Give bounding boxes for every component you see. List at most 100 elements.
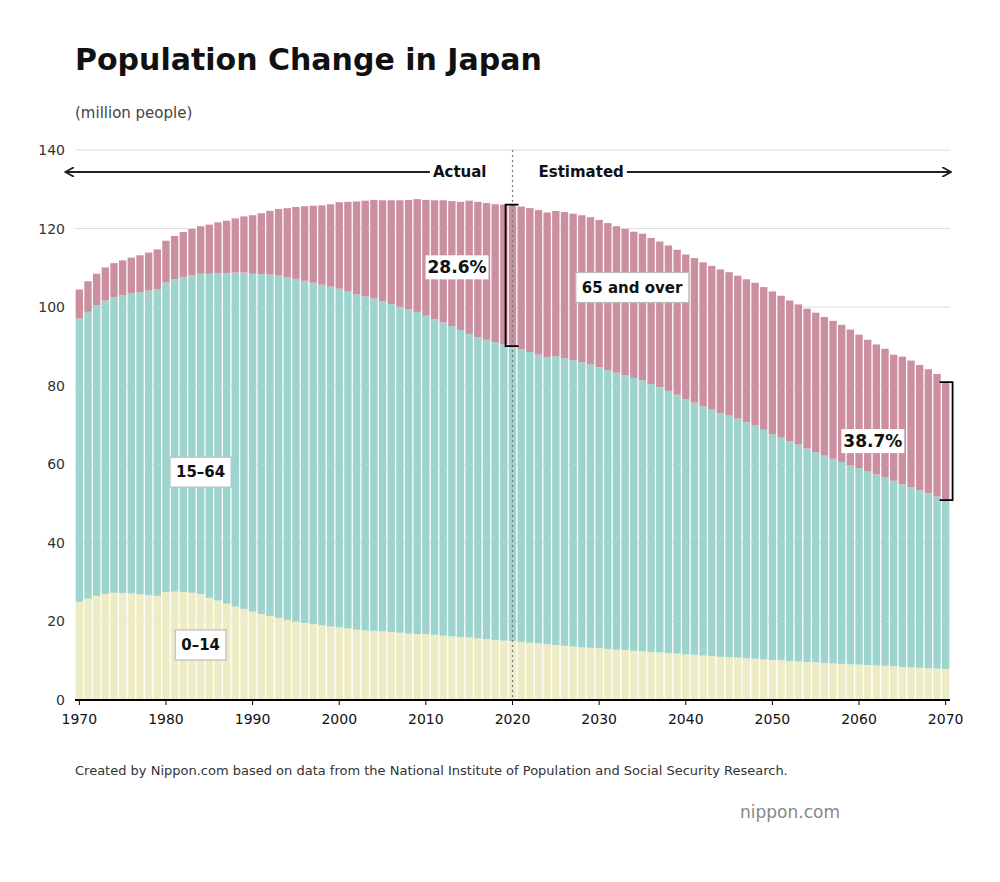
bar-segment (93, 306, 100, 596)
bar-segment (405, 200, 412, 310)
bar-segment (916, 668, 923, 700)
bar-segment (708, 656, 715, 700)
bar-segment (803, 449, 810, 662)
bar-segment (942, 669, 949, 700)
x-tick (165, 700, 166, 705)
bar-segment (310, 283, 317, 624)
bar-segment (396, 633, 403, 700)
bar-segment (717, 657, 724, 700)
share-label-bg (426, 255, 489, 279)
bar-segment (431, 319, 438, 634)
y-tick-label: 20 (47, 613, 65, 629)
bar-segment (838, 462, 845, 664)
bar-segment (639, 651, 646, 700)
bar-segment (873, 344, 880, 474)
bar-segment (232, 218, 239, 272)
bar-segment (890, 666, 897, 700)
logo: nippon.com (740, 802, 840, 822)
bar-segment (595, 367, 602, 648)
bar-segment (656, 652, 663, 700)
bar-segment (821, 317, 828, 456)
bar-segment (76, 319, 83, 602)
grid (75, 150, 950, 700)
share-label: 38.7% (843, 431, 902, 451)
bar-segment (743, 658, 750, 700)
arrow (66, 171, 478, 173)
x-tick (512, 700, 513, 705)
bar-segment (466, 638, 473, 700)
bar-segment (145, 595, 152, 700)
annotations: ActualEstimated28.6%38.7%0–1415–6465 and… (66, 150, 952, 700)
bar-segment (812, 313, 819, 452)
bar-segment (552, 356, 559, 645)
bar-segment (578, 647, 585, 700)
bar-segment (699, 262, 706, 406)
x-tick (252, 700, 253, 705)
bar-segment (517, 642, 524, 700)
bar-segment (93, 596, 100, 700)
bar-segment (197, 226, 204, 274)
bars (76, 199, 950, 700)
bar-segment (777, 438, 784, 661)
bar-segment (613, 373, 620, 650)
bar-segment (206, 225, 213, 274)
bar-segment (223, 221, 230, 273)
bar-segment (171, 236, 178, 279)
bar-segment (621, 650, 628, 700)
bar-segment (483, 639, 490, 700)
bar-segment (188, 275, 195, 592)
bar-segment (821, 663, 828, 700)
bar-segment (925, 493, 932, 668)
bar-segment (803, 309, 810, 449)
bar-segment (639, 234, 646, 381)
x-tick (425, 700, 426, 705)
bar-segment (630, 651, 637, 700)
bar-segment (344, 291, 351, 628)
bar-segment (561, 358, 568, 646)
bar-segment (933, 497, 940, 669)
bar-segment (154, 596, 161, 700)
bar-segment (812, 452, 819, 662)
bar-segment (84, 312, 91, 599)
bar-segment (128, 594, 135, 700)
bar-segment (526, 208, 533, 352)
bar-segment (899, 484, 906, 667)
bar-segment (500, 641, 507, 700)
bar-segment (266, 616, 273, 700)
bar-segment (647, 384, 654, 652)
bar-segment (310, 206, 317, 283)
bar-segment (327, 287, 334, 627)
y-axis-label: (million people) (75, 104, 192, 122)
bar-segment (873, 665, 880, 700)
bar-segment (777, 296, 784, 438)
bar-segment (569, 360, 576, 646)
bar-segment (639, 380, 646, 651)
bar-segment (907, 487, 914, 667)
bar-segment (197, 274, 204, 594)
y-tick-label: 80 (47, 378, 65, 394)
bar-segment (396, 200, 403, 306)
bar-segment (526, 352, 533, 643)
bar-segment (145, 253, 152, 291)
bar-segment (890, 481, 897, 666)
bar-segment (673, 395, 680, 654)
bar-segment (379, 200, 386, 301)
bar-segment (344, 629, 351, 701)
series-label-box (175, 630, 226, 660)
bar-segment (318, 625, 325, 700)
x-tick-label: 2010 (408, 711, 444, 727)
bar-segment (656, 387, 663, 652)
bar-segment (725, 416, 732, 658)
chart: Population Change in Japan(million peopl… (0, 0, 1000, 882)
bar-segment (847, 465, 854, 664)
bar-segment (275, 275, 282, 618)
bar-segment (223, 273, 230, 604)
bar-segment (119, 260, 126, 295)
bar-segment (466, 334, 473, 638)
bar-segment (249, 215, 256, 274)
bar-segment (457, 637, 464, 700)
bar-segment (665, 653, 672, 700)
bar-segment (353, 630, 360, 700)
bar-segment (691, 258, 698, 403)
bar-segment (327, 627, 334, 700)
